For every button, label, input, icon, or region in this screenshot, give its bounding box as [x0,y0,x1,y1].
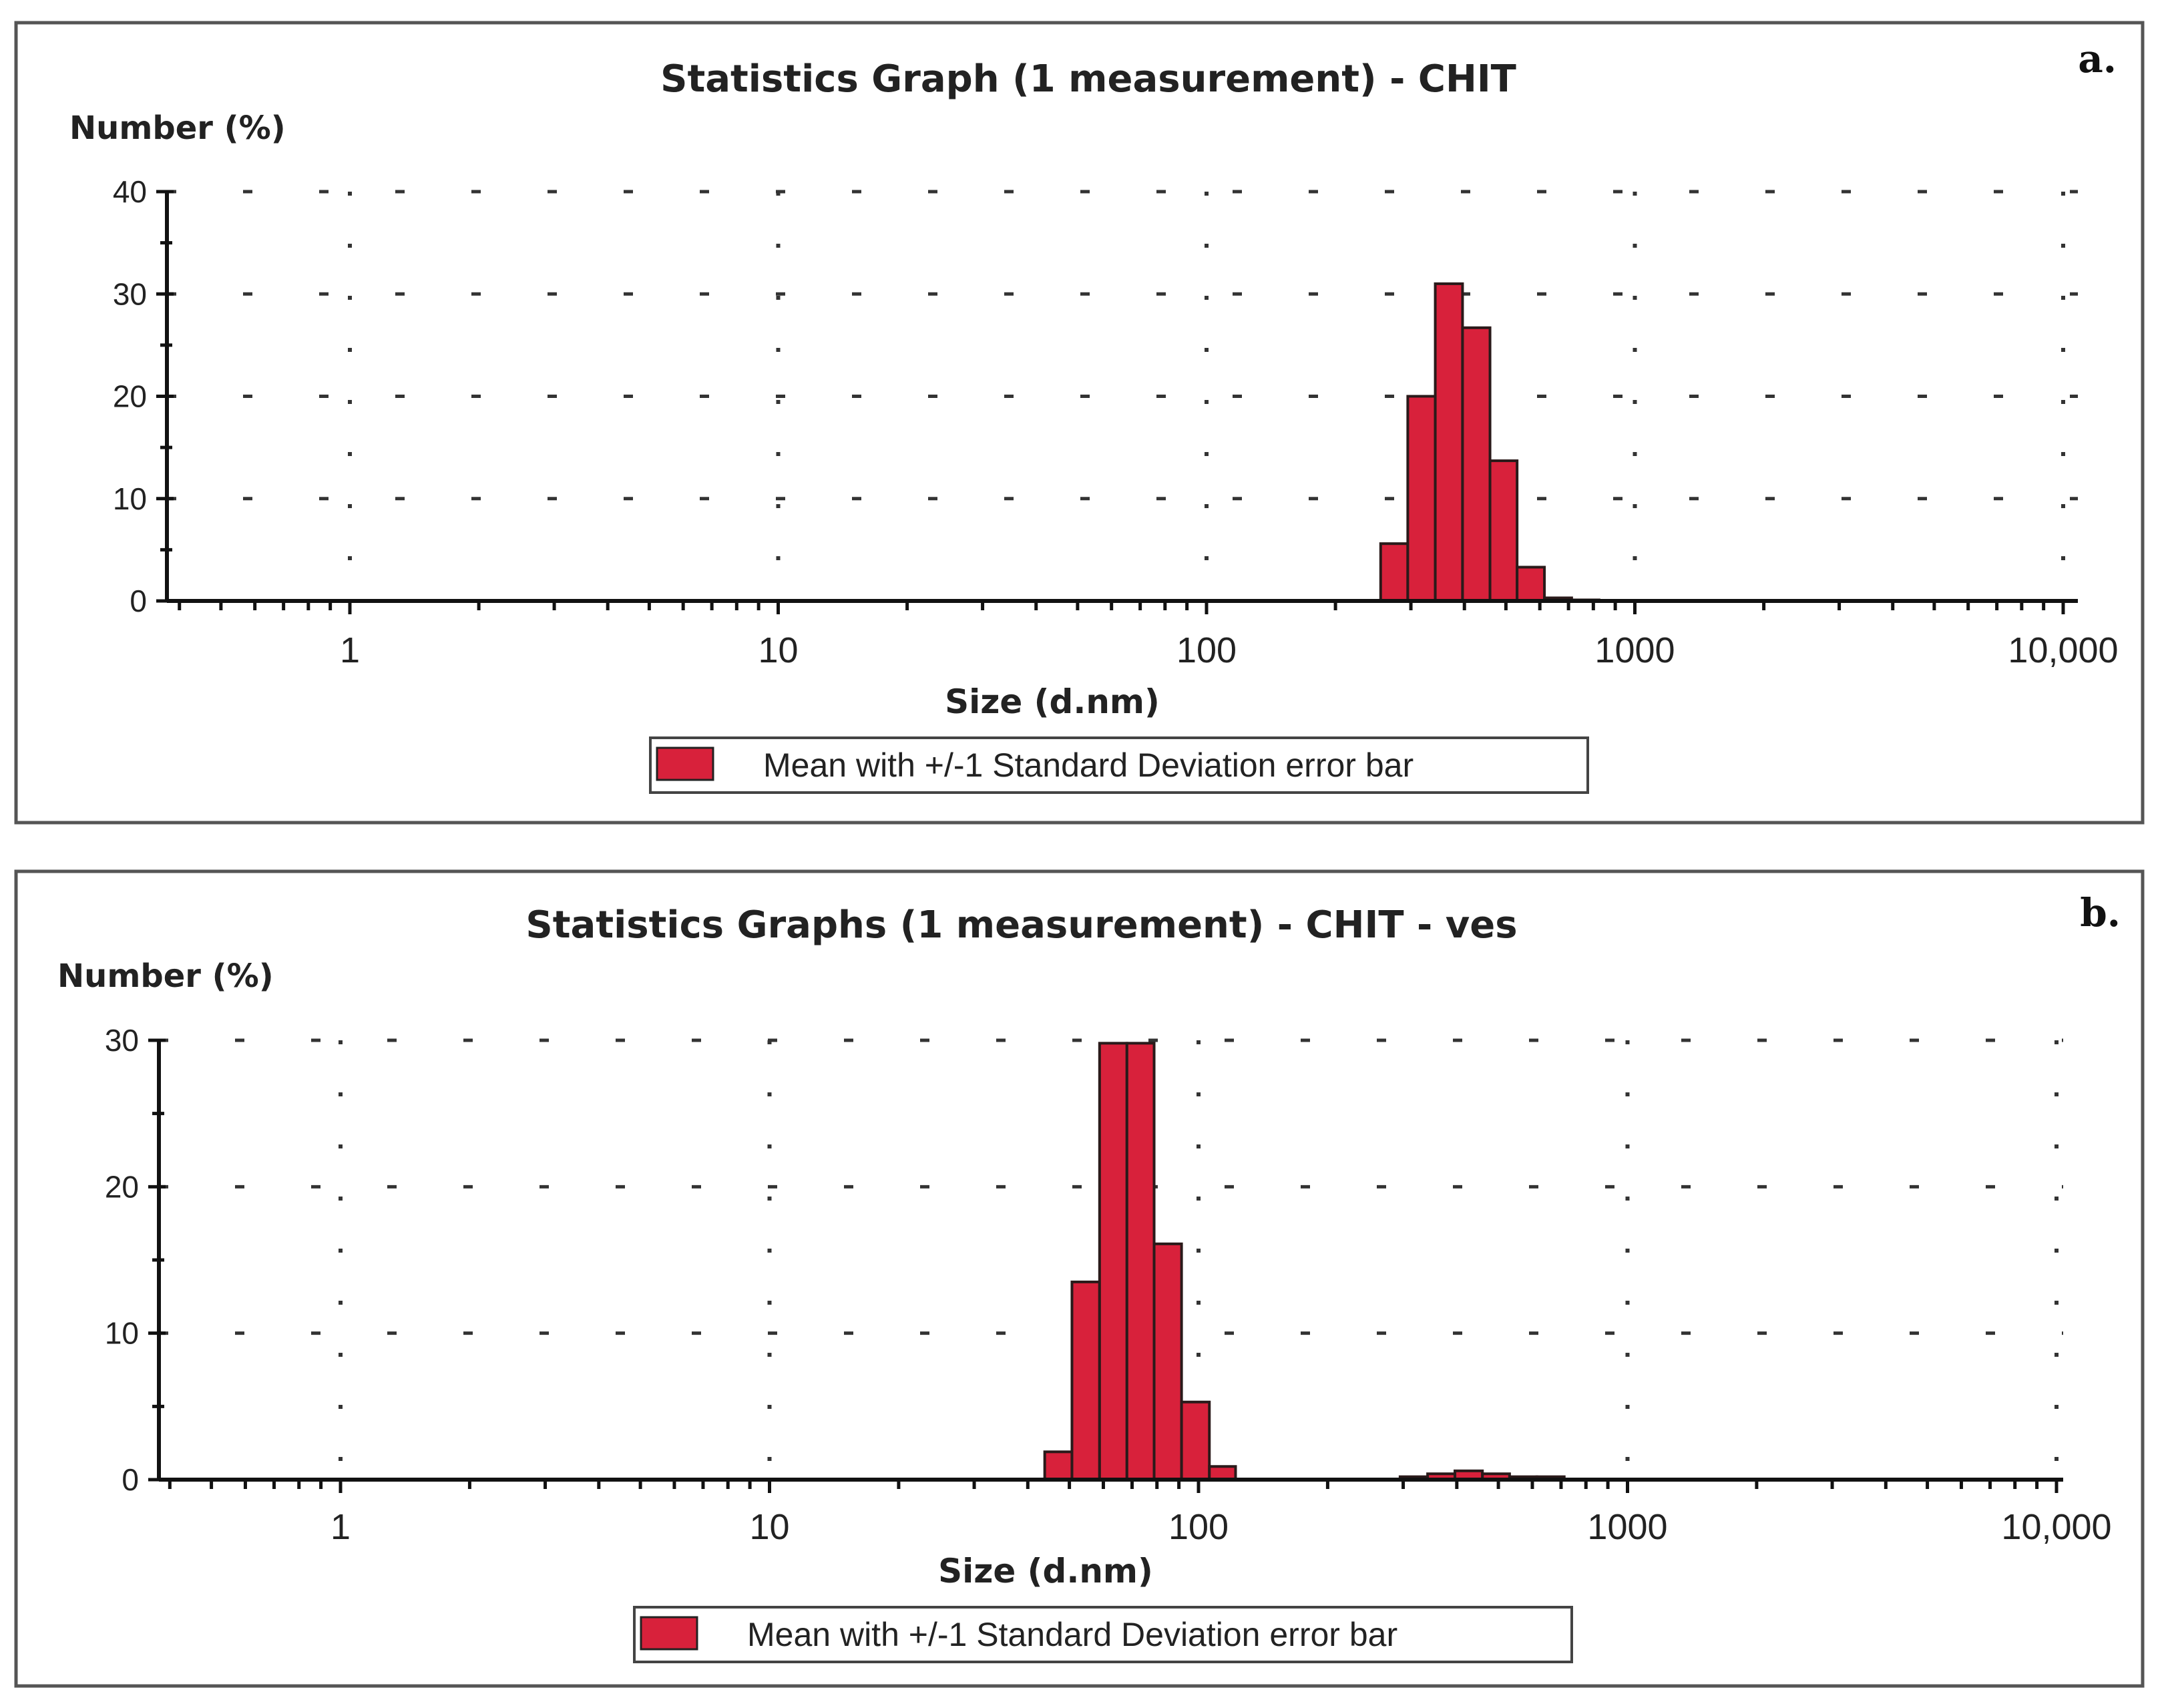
chart-a-y-tick-label: 40 [113,174,147,209]
chart-b-bar [1070,1280,1101,1482]
chart-a-legend-swatch [656,746,714,781]
chart-b-legend: Mean with +/-1 Standard Deviation error … [633,1606,1573,1663]
chart-a-bar [1516,566,1546,602]
chart-b-y-axis-label: Number (%) [57,957,274,995]
chart-b-legend-swatch [640,1616,698,1651]
chart-b-bar [1180,1400,1211,1482]
chart-b-bar [1125,1042,1156,1482]
chart-a-y-axis-label: Number (%) [69,110,286,147]
chart-a-y-tick-label: 30 [113,276,147,311]
chart-a-x-tick-label: 10,000 [2008,630,2118,670]
chart-b-y-tick-label: 30 [105,1023,139,1058]
chart-a-title: Statistics Graph (1 measurement) - CHIT [660,57,1516,101]
chart-a-legend-box [649,736,1589,794]
chart-b-x-tick-label: 10,000 [2001,1507,2111,1547]
chart-b-x-tick-label: 1 [331,1507,351,1547]
chart-b-legend-label: Mean with +/-1 Standard Deviation error … [747,1616,1397,1653]
chart-a-legend: Mean with +/-1 Standard Deviation error … [649,736,1589,794]
chart-a-y-tick-labels: 0 10 20 30 40 [113,174,147,618]
chart-a-bar [1434,282,1464,602]
panel-b: Statistics Graphs (1 measurement) - CHIT… [14,869,2145,1688]
chart-a-legend-label: Mean with +/-1 Standard Deviation error … [763,746,1414,784]
chart-b-x-tick-label: 100 [1168,1507,1229,1547]
chart-b-title: Statistics Graphs (1 measurement) - CHIT… [525,903,1517,947]
chart-a-bar [1488,459,1519,602]
panel-a: Statistics Graph (1 measurement) - CHIT … [14,21,2145,825]
chart-a-axes [156,190,2078,614]
chart-a-y-tick-label: 20 [113,379,147,414]
chart-b-y-tick-label: 10 [105,1316,139,1351]
chart-b-bar [1043,1450,1074,1481]
chart-a-x-tick-label: 1 [340,630,360,670]
chart-a-panel-label: a. [2078,36,2117,81]
chart-b-x-axis-label: Size (d.nm) [938,1552,1153,1590]
chart-b-x-tick-labels: 1 10 100 1000 10,000 [331,1507,2112,1547]
chart-a-x-axis-label: Size (d.nm) [945,682,1160,721]
chart-b-panel-label: b. [2080,890,2121,935]
chart-b-axes [148,1038,2063,1493]
chart-b-legend-box [633,1606,1573,1663]
chart-b-y-tick-labels: 0 10 20 30 [105,1023,139,1497]
chart-b-y-tick-label: 0 [122,1462,139,1497]
chart-a-bars [1379,282,1600,603]
chart-a-bar [1379,542,1410,602]
chart-b-bar [1152,1242,1183,1481]
chart-a-y-tick-label: 10 [113,481,147,516]
chart-a-x-tick-label: 100 [1176,630,1237,670]
chart-a-x-tick-label: 1000 [1594,630,1675,670]
chart-b-bar [1098,1042,1128,1482]
chart-a-x-tick-labels: 1 10 100 1000 10,000 [340,630,2119,670]
chart-b-y-tick-label: 20 [105,1169,139,1204]
chart-b-x-tick-label: 10 [749,1507,789,1547]
chart-a-x-tick-label: 10 [758,630,798,670]
chart-a-bar [1461,326,1492,602]
panel-a-frame [14,21,2145,825]
chart-a-bar [1406,395,1437,602]
chart-a-y-tick-label: 0 [130,584,147,618]
panel-b-frame [14,869,2145,1688]
chart-b-x-tick-label: 1000 [1587,1507,1667,1547]
